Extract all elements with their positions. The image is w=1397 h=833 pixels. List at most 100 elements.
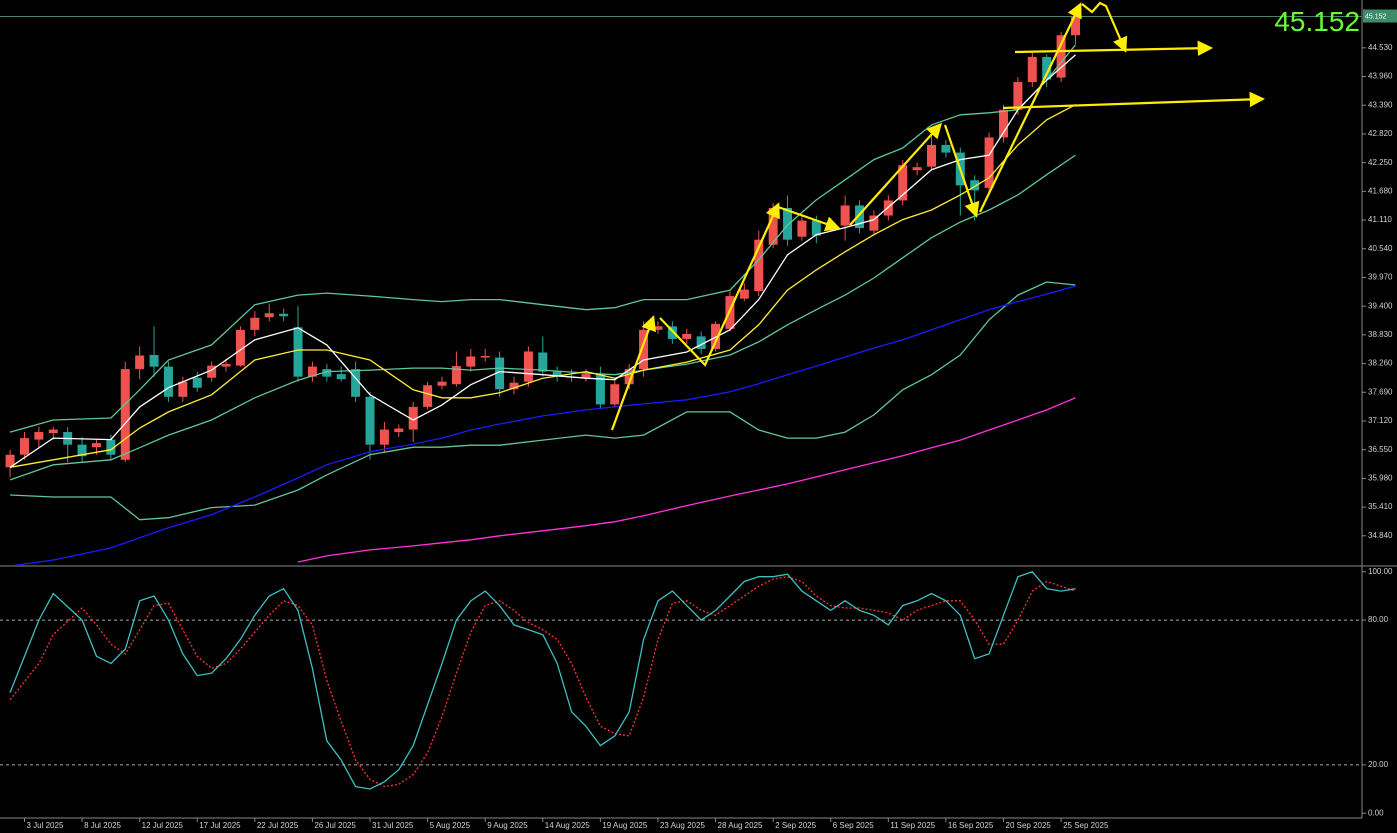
indicator-line [10,281,1076,521]
candle-body [365,396,375,445]
y-tick-label: 38.260 [1368,359,1393,368]
x-tick-label: 23 Aug 2025 [660,821,705,830]
candle-body [696,336,706,349]
candle-body [106,439,116,455]
indicator-line [9,571,1076,790]
x-tick-label: 3 Jul 2025 [26,821,63,830]
candle-body [739,289,749,299]
y-tick-label: 41.110 [1368,215,1392,224]
candle-body [984,137,994,188]
candle-body [999,109,1009,138]
candle-body [754,239,764,292]
y-tick-label: 37.120 [1368,416,1393,425]
x-tick-label: 28 Aug 2025 [718,821,763,830]
candle-body [768,207,778,245]
x-tick-label: 16 Sep 2025 [948,821,994,830]
x-tick-label: 5 Aug 2025 [430,821,471,830]
candle-body [639,329,649,370]
y-tick-label: 100.00 [1368,567,1393,576]
candle-body [811,220,821,236]
candle-body [336,374,346,380]
candle-body [653,326,663,330]
candle-body [250,317,260,330]
candle-body [48,429,58,434]
y-tick-label: 34.840 [1368,531,1393,540]
indicator-line [12,285,1076,565]
candle-body [293,327,303,377]
candle-body [307,366,317,377]
y-tick-label: 43.390 [1368,100,1393,109]
candle-body [34,432,44,440]
candle-body [970,180,980,191]
candle-body [1056,35,1066,78]
y-tick-label: 40.540 [1368,244,1393,253]
annotation-arrow [1002,91,1266,110]
annotation-arrow [1081,1,1128,53]
last-price-box [1363,9,1397,23]
x-tick-label: 8 Jul 2025 [84,821,121,830]
y-tick-label: 37.690 [1368,387,1393,396]
candle-body [552,371,562,377]
candle-body [77,444,87,457]
candle-body [624,369,634,385]
annotation-arrow [610,315,656,431]
candle-body [264,313,274,318]
indicator-line [9,154,1076,481]
candle-body [19,438,29,455]
y-tick-label: 38.830 [1368,330,1393,339]
candle-body [120,369,130,460]
candle-body [221,364,231,367]
candle-body [855,205,865,229]
candle-body [91,443,101,448]
candle-body [279,313,289,317]
y-tick-label: 44.530 [1368,43,1393,52]
candle-body [1042,56,1052,80]
candle-body [480,356,490,358]
candle-body [941,145,951,153]
candle-body [898,165,908,201]
y-tick-label: 42.250 [1368,158,1393,167]
candle-body [682,333,692,339]
x-tick-label: 11 Sep 2025 [890,821,935,830]
candle-body [408,406,418,430]
y-tick-label: 20.00 [1368,760,1389,769]
candle-body [5,454,15,468]
x-tick-label: 19 Aug 2025 [602,821,647,830]
candle-body [394,428,404,433]
candle-body [595,374,605,405]
x-tick-label: 26 Jul 2025 [314,821,356,830]
y-tick-label: 42.820 [1368,129,1393,138]
candle-body [423,385,433,407]
candle-body [1070,16,1080,36]
y-tick-label: 35.410 [1368,502,1393,511]
candle-body [667,326,677,339]
annotation-arrow [777,205,841,232]
candle-body [797,220,807,237]
candle-body [1027,56,1037,83]
x-tick-label: 17 Jul 2025 [199,821,241,830]
candle-body [783,207,793,240]
y-tick-label: 0.00 [1368,808,1384,817]
annotations [610,1,1266,431]
last-price-big: 45.152 [1274,6,1360,37]
y-tick-label: 35.980 [1368,473,1393,482]
candle-body [437,381,447,386]
candle-body [178,381,188,397]
candle-body [135,355,145,370]
candle-body [610,384,620,405]
x-tick-label: 20 Sep 2025 [1006,821,1052,830]
candle-body [379,429,389,445]
candle-body [163,366,173,397]
candle-body [711,323,721,349]
candle-body [149,355,159,367]
x-tick-label: 22 Jul 2025 [257,821,299,830]
y-tick-label: 43.960 [1368,72,1393,81]
candle-body [192,377,202,388]
candle-body [840,205,850,226]
annotation-arrow [979,2,1082,213]
x-tick-label: 12 Jul 2025 [142,821,184,830]
candle-body [466,356,476,367]
candle-body [509,382,519,390]
y-tick-label: 36.550 [1368,445,1393,454]
